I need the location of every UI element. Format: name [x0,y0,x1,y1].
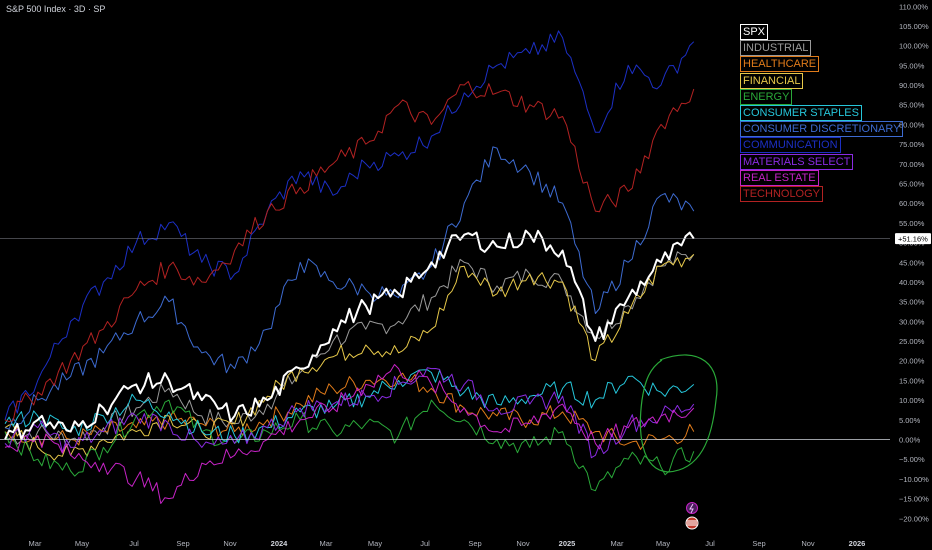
y-tick-label: 90.00% [899,81,925,90]
y-tick-label: 100.00% [899,42,929,51]
x-tick-label: Sep [176,539,189,548]
y-tick-label: 80.00% [899,120,925,129]
y-tick-label: 70.00% [899,160,925,169]
y-tick-label: −5.00% [899,455,925,464]
legend-item-consumer-staples[interactable]: CONSUMER STAPLES [740,103,903,121]
y-tick-label: 75.00% [899,140,925,149]
lightning-icon[interactable] [686,502,698,514]
y-tick-label: 55.00% [899,219,925,228]
legend-label: MATERIALS SELECT [740,153,854,170]
legend-item-technology[interactable]: TECHNOLOGY [740,184,903,202]
y-tick-label: 105.00% [899,22,929,31]
legend-item-consumer-discretionary[interactable]: CONSUMER DISCRETIONARY [740,119,904,138]
series-line-energy[interactable] [4,399,695,492]
flag-icon-stripes [687,520,697,526]
y-tick-label: 5.00% [899,416,921,425]
y-tick-label: 40.00% [899,278,925,287]
y-tick-label: 45.00% [899,258,925,267]
x-tick-label: Mar [29,539,42,548]
y-tick-label: 10.00% [899,396,925,405]
y-tick-label: 35.00% [899,298,925,307]
legend-item-industrial[interactable]: INDUSTRIAL [740,38,903,57]
y-tick-label: 20.00% [899,357,925,366]
legend-item-spx[interactable]: SPX [740,22,903,40]
x-tick-label: Jul [705,539,715,548]
legend-item-real-estate[interactable]: REAL ESTATE [740,168,903,186]
y-tick-label: 0.00% [899,436,921,445]
x-tick-label: Nov [516,539,530,548]
legend-item-energy[interactable]: ENERGY [740,87,903,105]
y-tick-label: 25.00% [899,337,925,346]
legend-label: TECHNOLOGY [740,185,824,202]
series-line-communication[interactable] [4,30,695,420]
series-line-technology[interactable] [4,81,695,423]
legend-label: REAL ESTATE [740,169,819,186]
legend-label: CONSUMER DISCRETIONARY [740,121,904,138]
x-tick-label: Mar [611,539,624,548]
series-line-industrial[interactable] [4,251,695,448]
x-tick-label: Jul [420,539,430,548]
x-tick-label: May [368,539,382,548]
legend-item-healthcare[interactable]: HEALTHCARE [740,54,903,73]
current-value-text: +51.16% [898,235,928,244]
y-tick-label: 60.00% [899,199,925,208]
series-line-real-estate[interactable] [4,364,695,504]
series-line-consumer-staples[interactable] [4,369,695,444]
x-tick-label: 2024 [271,539,289,548]
x-tick-label: 2025 [559,539,576,548]
y-tick-label: 65.00% [899,179,925,188]
legend-label: HEALTHCARE [740,56,820,73]
y-tick-label: 30.00% [899,317,925,326]
legend-label: ENERGY [740,88,793,105]
lightning-glyph [689,503,694,514]
x-tick-label: 2026 [849,539,866,548]
legend: SPX INDUSTRIAL HEALTHCARE FINANCIAL ENERGY CO… [740,22,904,202]
y-tick-label: 95.00% [899,61,925,70]
y-tick-label: 85.00% [899,101,925,110]
chart-title: S&P 500 Index · 3D · SP [6,4,106,14]
legend-label: CONSUMER STAPLES [740,104,862,121]
x-tick-label: May [656,539,670,548]
legend-label: FINANCIAL [740,72,804,89]
series-line-consumer-discretionary[interactable] [4,146,695,430]
y-tick-label: 110.00% [899,2,928,11]
x-tick-label: Nov [801,539,815,548]
legend-label: SPX [740,24,769,40]
x-tick-label: Mar [320,539,333,548]
y-tick-label: 15.00% [899,376,925,385]
series-line-financial[interactable] [4,254,695,461]
series-line-materials-select[interactable] [4,367,695,459]
x-tick-label: Sep [468,539,481,548]
x-tick-label: Nov [223,539,237,548]
x-tick-label: Sep [752,539,765,548]
series-line-spx[interactable] [4,229,695,440]
legend-label: INDUSTRIAL [740,40,812,57]
current-value-badge [895,233,931,245]
y-tick-label: −15.00% [899,495,929,504]
legend-label: COMMUNICATION [740,137,841,154]
y-tick-label: −10.00% [899,475,929,484]
annotation-ellipse [639,354,718,473]
x-tick-label: Jul [129,539,139,548]
legend-item-financial[interactable]: FINANCIAL [740,71,903,89]
legend-item-materials-select[interactable]: MATERIALS SELECT [740,152,903,170]
y-tick-label: −20.00% [899,514,929,523]
series-line-healthcare[interactable] [4,372,695,450]
legend-item-communication[interactable]: COMMUNICATION [740,135,903,154]
x-tick-label: May [75,539,89,548]
